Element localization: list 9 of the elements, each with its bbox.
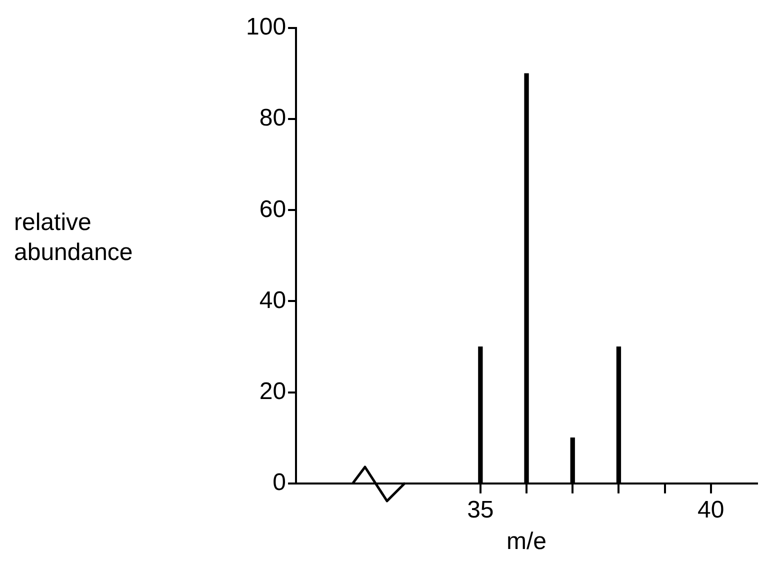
y-tick-label: 40 [259,286,286,314]
x-axis-title: m/e [506,528,547,556]
y-tick-label: 20 [259,378,286,405]
x-tick-label: 35 [467,496,494,524]
y-axis-title: relative abundance [14,208,134,268]
y-tick-label: 0 [272,469,286,496]
y-tick-label: 60 [259,196,286,223]
y-tick-label: 100 [246,14,286,41]
y-tick-label: 80 [259,104,286,132]
